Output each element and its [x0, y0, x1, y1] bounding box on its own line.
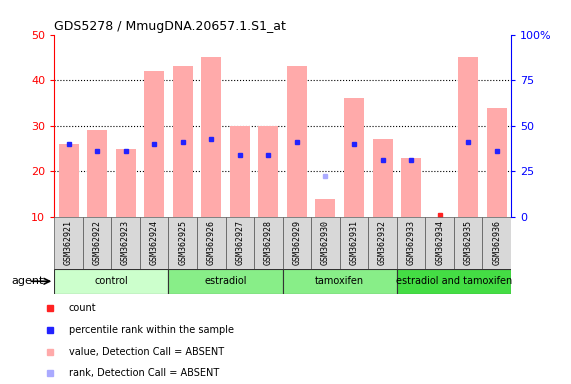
- Bar: [425, 217, 454, 269]
- Text: GSM362922: GSM362922: [93, 220, 102, 265]
- Bar: [368, 217, 397, 269]
- Bar: [344, 98, 364, 217]
- Text: estradiol: estradiol: [204, 276, 247, 286]
- Text: GSM362930: GSM362930: [321, 220, 330, 265]
- Text: GSM362929: GSM362929: [292, 220, 301, 265]
- Text: agent: agent: [11, 276, 44, 286]
- Text: GSM362925: GSM362925: [178, 220, 187, 265]
- Text: GSM362932: GSM362932: [378, 220, 387, 265]
- Bar: [58, 144, 78, 217]
- Bar: [111, 217, 140, 269]
- Bar: [172, 66, 192, 217]
- Bar: [83, 217, 111, 269]
- Text: tamoxifen: tamoxifen: [315, 276, 364, 286]
- Bar: [454, 217, 482, 269]
- Text: GSM362933: GSM362933: [407, 220, 416, 265]
- Bar: [254, 217, 283, 269]
- Text: GSM362923: GSM362923: [121, 220, 130, 265]
- Text: GSM362928: GSM362928: [264, 220, 273, 265]
- Bar: [283, 217, 311, 269]
- Bar: [197, 217, 226, 269]
- Bar: [115, 149, 136, 217]
- Bar: [226, 217, 254, 269]
- Bar: [258, 126, 279, 217]
- Bar: [140, 217, 168, 269]
- Text: GSM362934: GSM362934: [435, 220, 444, 265]
- Text: value, Detection Call = ABSENT: value, Detection Call = ABSENT: [69, 347, 224, 357]
- Bar: [230, 126, 250, 217]
- Text: GSM362931: GSM362931: [349, 220, 359, 265]
- Text: GSM362935: GSM362935: [464, 220, 473, 265]
- Bar: [54, 269, 168, 294]
- Bar: [401, 158, 421, 217]
- Bar: [372, 139, 392, 217]
- Bar: [340, 217, 368, 269]
- Bar: [458, 57, 478, 217]
- Bar: [311, 217, 340, 269]
- Text: GSM362926: GSM362926: [207, 220, 216, 265]
- Bar: [54, 217, 83, 269]
- Bar: [486, 108, 506, 217]
- Text: GSM362924: GSM362924: [150, 220, 159, 265]
- Bar: [168, 269, 283, 294]
- Bar: [168, 217, 197, 269]
- Text: control: control: [94, 276, 128, 286]
- Text: GDS5278 / MmugDNA.20657.1.S1_at: GDS5278 / MmugDNA.20657.1.S1_at: [54, 20, 286, 33]
- Bar: [397, 269, 511, 294]
- Bar: [87, 130, 107, 217]
- Text: GSM362927: GSM362927: [235, 220, 244, 265]
- Text: estradiol and tamoxifen: estradiol and tamoxifen: [396, 276, 512, 286]
- Bar: [315, 199, 335, 217]
- Bar: [144, 71, 164, 217]
- Text: percentile rank within the sample: percentile rank within the sample: [69, 325, 234, 335]
- Text: rank, Detection Call = ABSENT: rank, Detection Call = ABSENT: [69, 368, 219, 378]
- Text: GSM362921: GSM362921: [64, 220, 73, 265]
- Bar: [202, 57, 222, 217]
- Text: count: count: [69, 303, 96, 313]
- Text: GSM362936: GSM362936: [492, 220, 501, 265]
- Bar: [283, 269, 397, 294]
- Bar: [397, 217, 425, 269]
- Bar: [482, 217, 511, 269]
- Bar: [287, 66, 307, 217]
